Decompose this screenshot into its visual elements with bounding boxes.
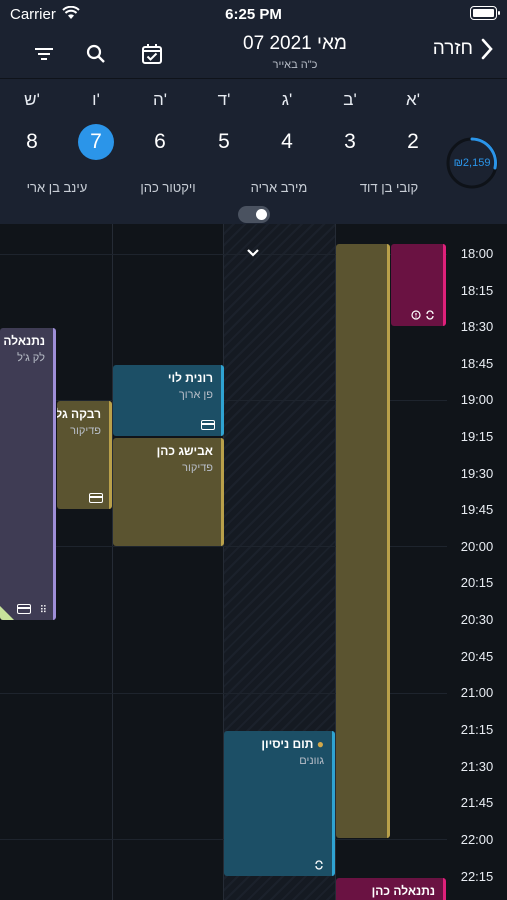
time-label: 18:30 (460, 319, 494, 334)
day-name-sat: ש' (24, 90, 40, 109)
credit-card-icon (89, 493, 103, 503)
time-label: 18:45 (460, 356, 494, 371)
credit-card-icon (17, 604, 31, 614)
service-name: פן ארוך (178, 389, 213, 401)
appointment-block[interactable]: רבקה גל פדיקור (57, 401, 112, 509)
time-label: 20:30 (460, 612, 494, 627)
service-name: לק ג'ל (17, 352, 45, 364)
header-divider (0, 78, 507, 79)
day-name-wed: ד' (217, 90, 231, 109)
time-label: 20:15 (460, 575, 494, 590)
client-name: נתנאלה כהן (371, 884, 435, 898)
day-number-mon[interactable]: 3 (344, 130, 356, 153)
hour-line (0, 839, 447, 840)
hebrew-date: כ"ה באייר (272, 59, 318, 71)
status-time: 6:25 PM (225, 6, 282, 23)
time-label: 19:00 (460, 392, 494, 407)
client-name: רונית לוי (167, 371, 213, 385)
staff-name[interactable]: עינב בן ארי (26, 180, 88, 195)
time-label: 21:15 (460, 722, 494, 737)
day-name-thu: ה' (152, 90, 168, 109)
client-name: אבישג כהן (156, 444, 213, 458)
appointment-block[interactable]: רונית לוי פן ארוך (113, 365, 224, 436)
appointment-block[interactable]: נתנאלה כהן (336, 878, 446, 900)
day-number-sun[interactable]: 2 (407, 130, 419, 153)
day-name-sun: א' (406, 90, 420, 109)
back-label: חזרה (432, 38, 473, 59)
time-label: 19:15 (460, 429, 494, 444)
service-name: פדיקור (182, 462, 213, 474)
time-label: 21:00 (460, 685, 494, 700)
day-number-wed[interactable]: 5 (218, 130, 230, 153)
time-label: 18:00 (460, 246, 494, 261)
time-label: 20:45 (460, 649, 494, 664)
info-icon (411, 310, 421, 320)
client-name: רבקה גל (57, 407, 101, 421)
carrier-label: Carrier (10, 6, 56, 23)
time-label: 22:15 (460, 869, 494, 884)
calendar-header: 07 מאי 2021 כ"ה באייר חזרה א' ב' ג' ד' ה… (0, 28, 507, 250)
chevron-down-icon[interactable] (246, 248, 260, 258)
back-button[interactable]: חזרה (433, 38, 493, 60)
time-label: 22:00 (460, 832, 494, 847)
chevron-right-icon (481, 38, 493, 60)
hour-line (0, 693, 447, 694)
time-label: 18:15 (460, 283, 494, 298)
column-divider (335, 224, 336, 900)
staff-name[interactable]: קובי בן דוד (359, 180, 419, 195)
paid-corner-icon (0, 606, 14, 620)
appointment-block[interactable]: אבישג כהן פדיקור (113, 438, 224, 546)
time-label: 19:45 (460, 502, 494, 517)
service-name: פדיקור (70, 425, 101, 437)
time-column: 18:00 18:15 18:30 18:45 19:00 19:15 19:3… (447, 224, 507, 900)
repeat-icon (426, 310, 434, 320)
credit-card-icon (201, 420, 215, 430)
page-title: 07 מאי 2021 (243, 33, 347, 54)
hour-line (0, 546, 447, 547)
revenue-gauge-value: ₪2,159 (453, 157, 491, 169)
column-divider (223, 224, 224, 900)
calendar-today-icon[interactable] (138, 40, 166, 68)
client-name: נתנאלה כהן (0, 334, 45, 348)
time-label: 21:45 (460, 795, 494, 810)
day-name-mon: ב' (343, 90, 357, 109)
service-name: גוונים (299, 755, 324, 767)
day-number-tue[interactable]: 4 (281, 130, 293, 153)
day-number-thu[interactable]: 6 (154, 130, 166, 153)
revenue-gauge-icon[interactable] (445, 136, 499, 190)
time-label: 21:30 (460, 759, 494, 774)
staff-name[interactable]: ויקטור כהן (140, 180, 196, 195)
search-icon[interactable] (82, 40, 110, 68)
client-name: תום ניסיון ● (261, 737, 324, 751)
day-name-fri: ו' (92, 90, 100, 109)
day-name-tue: ג' (281, 90, 293, 109)
view-toggle[interactable] (238, 206, 270, 223)
drag-handle-icon[interactable]: ⠿ (39, 605, 47, 616)
appointment-block[interactable] (391, 244, 446, 326)
appointment-block[interactable]: נתנאלה כהן לק ג'ל ⠿ (0, 328, 56, 620)
wifi-icon (62, 5, 80, 25)
column-divider (112, 224, 113, 900)
day-number-sat[interactable]: 8 (26, 130, 38, 153)
schedule-grid: נתנאלה כהן לק ג'ל ⠿ רבקה גל פדיקור רונית… (0, 224, 447, 900)
appointment-block[interactable] (336, 244, 390, 838)
time-label: 19:30 (460, 466, 494, 481)
staff-name[interactable]: מירב אריה (250, 180, 308, 195)
time-label: 20:00 (460, 539, 494, 554)
filter-icon[interactable] (30, 40, 58, 68)
status-bar: Carrier 6:25 PM (0, 0, 507, 28)
appointment-block[interactable]: תום ניסיון ● גוונים (224, 731, 335, 876)
repeat-icon (315, 860, 323, 870)
day-number-selected[interactable]: 7 (78, 124, 114, 160)
battery-icon (470, 6, 500, 20)
hour-line (0, 254, 447, 255)
